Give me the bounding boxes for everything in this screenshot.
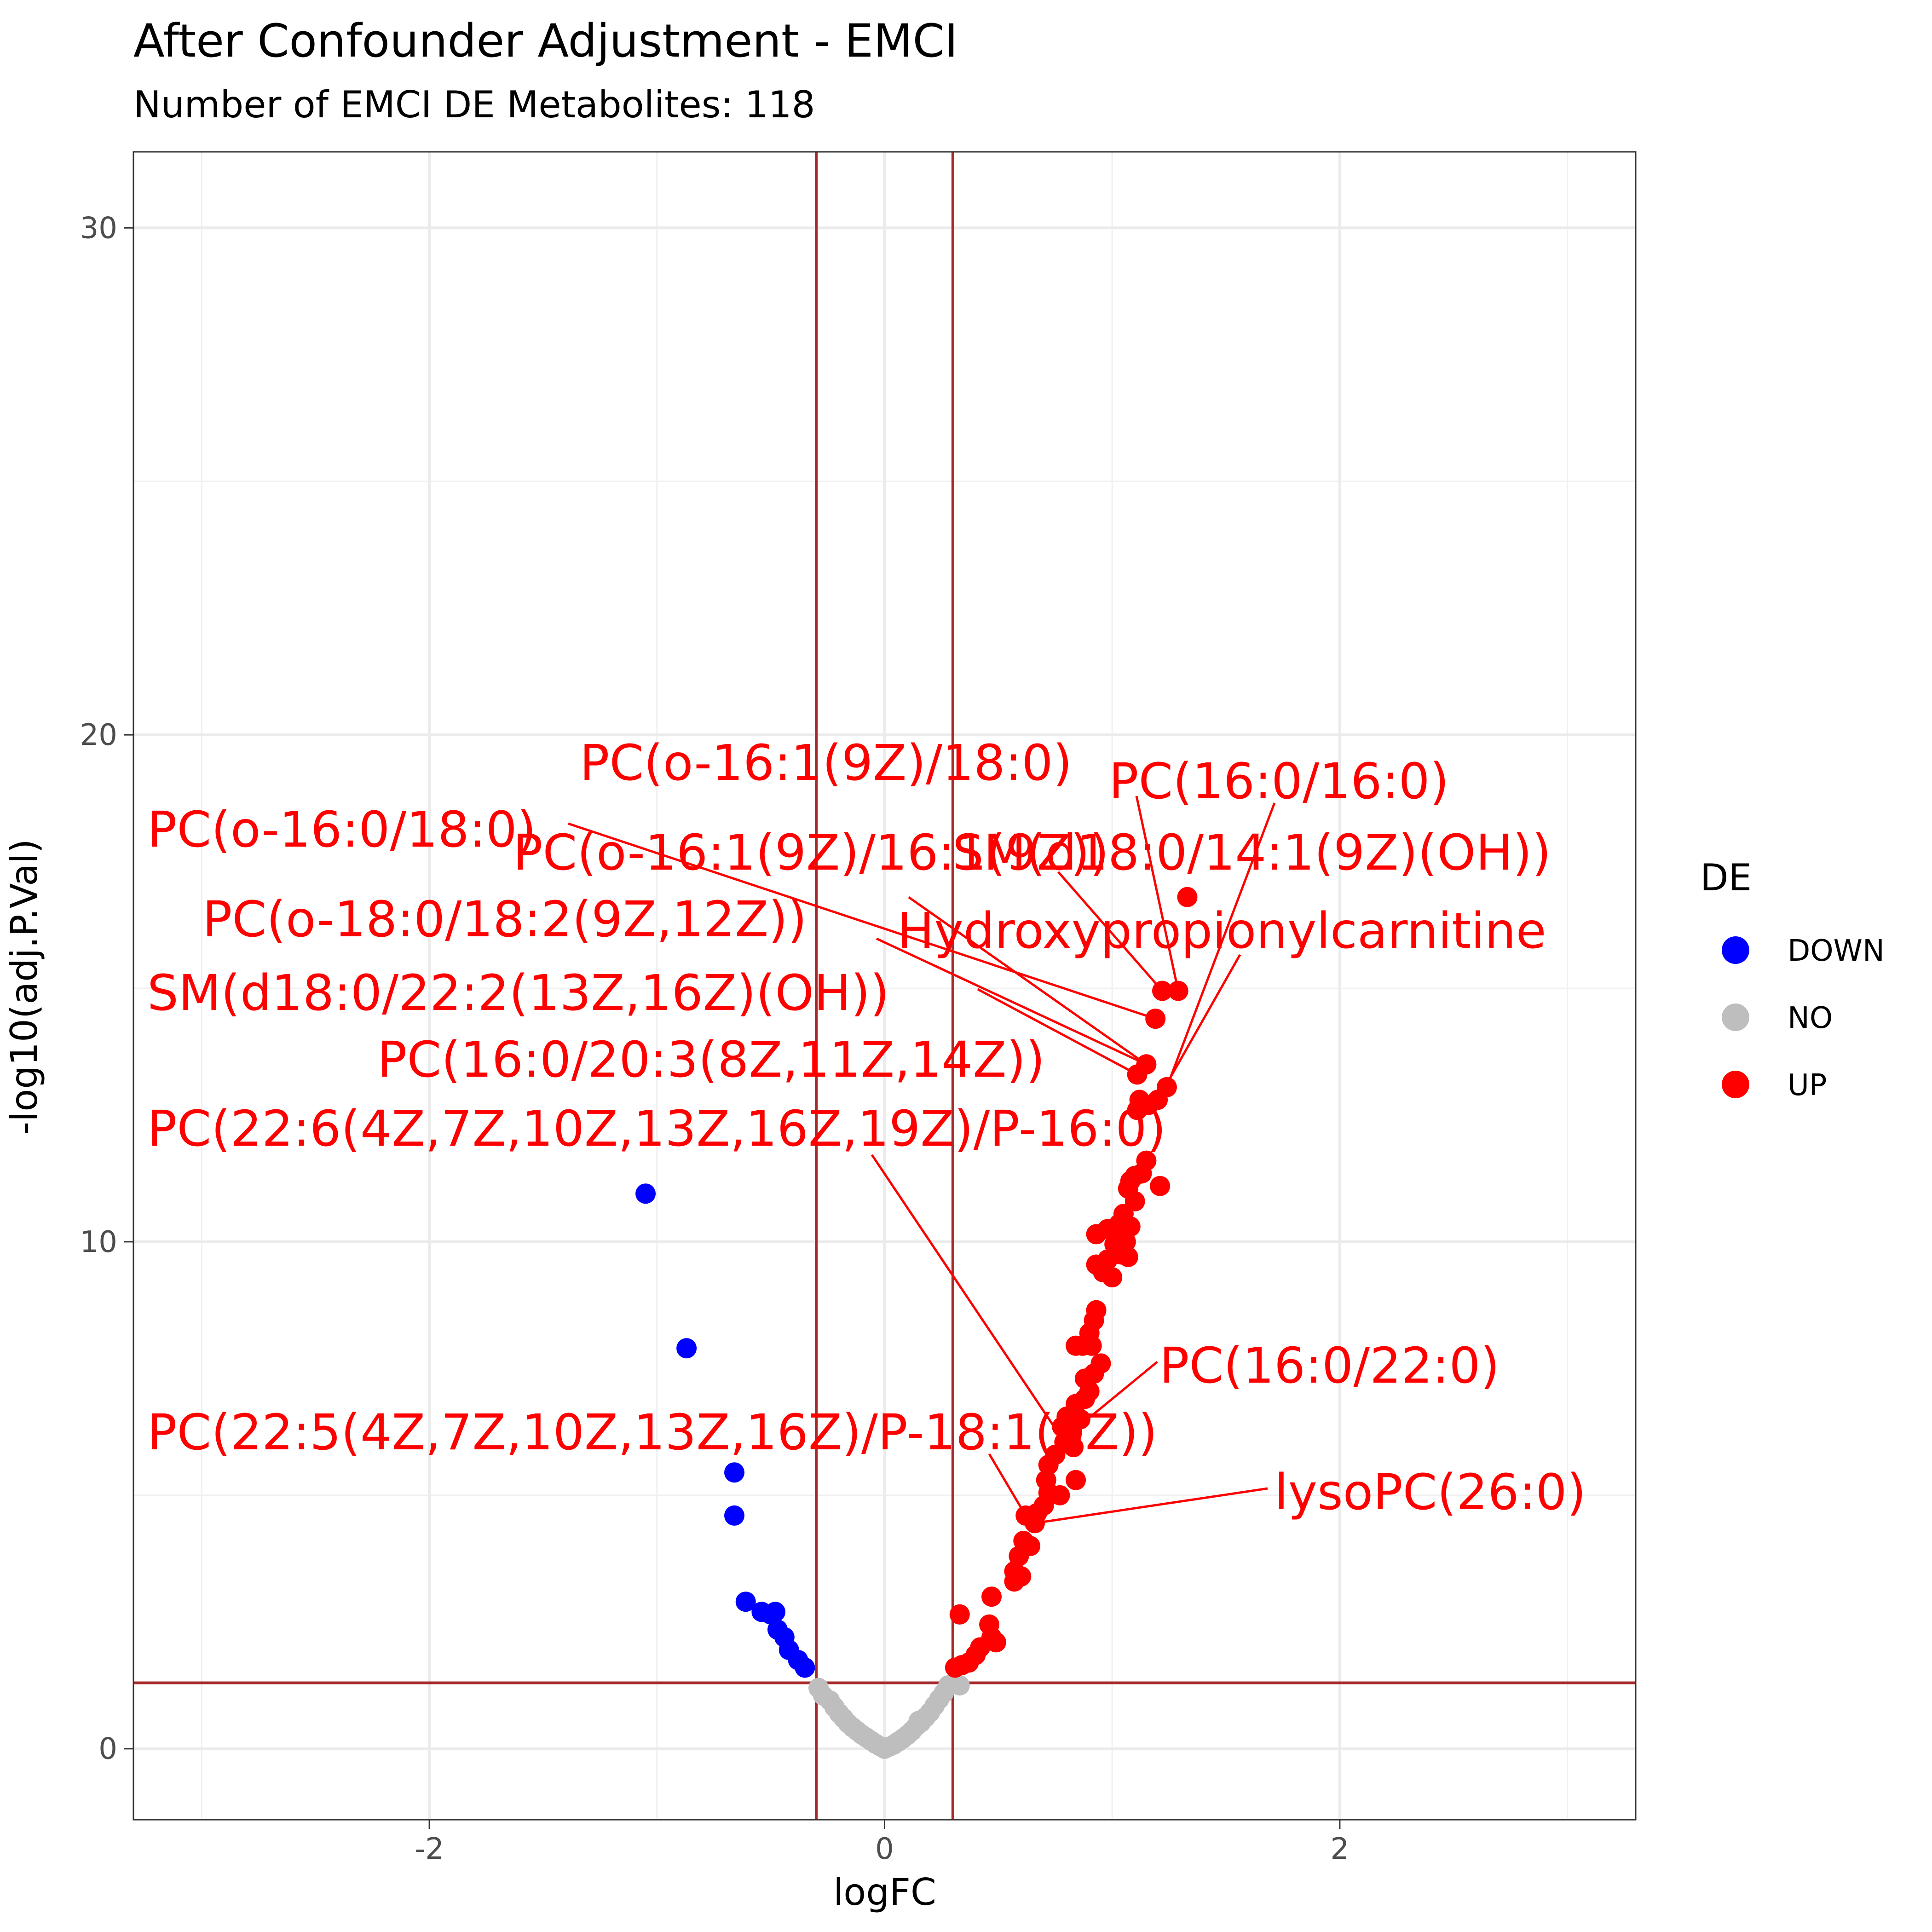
annotation-connector	[1135, 796, 1180, 992]
data-points	[635, 887, 1198, 1759]
annotation-label: PC(o-16:0/18:0)	[147, 802, 536, 859]
y-tick-label: 0	[98, 1732, 117, 1766]
data-point-up	[1072, 1335, 1093, 1356]
data-point-up	[1127, 1100, 1148, 1120]
annotation-connector	[876, 937, 1147, 1066]
data-point-down	[635, 1183, 656, 1204]
data-point-up	[1177, 887, 1198, 907]
annotation-connector	[908, 896, 1147, 1066]
data-point-no	[908, 1711, 929, 1731]
y-axis: 0 10 20 30	[80, 211, 133, 1766]
data-point-up	[981, 1586, 1002, 1607]
x-tick-label: 0	[875, 1832, 894, 1866]
data-point-down	[765, 1602, 786, 1622]
annotation-label: SM(d18:0/14:1(9Z)(OH))	[952, 825, 1551, 882]
data-point-up	[1063, 1437, 1084, 1458]
data-point-down	[795, 1657, 815, 1678]
data-point-up	[1152, 980, 1173, 1001]
legend-label-up: UP	[1788, 1068, 1827, 1102]
data-point-up	[1025, 1513, 1045, 1534]
data-point-down	[676, 1338, 697, 1359]
data-point-up	[1150, 1176, 1171, 1196]
legend-label-no: NO	[1788, 1001, 1833, 1035]
annotation-connector	[1057, 871, 1163, 992]
data-point-up	[1086, 1224, 1107, 1245]
legend-key-down	[1722, 936, 1749, 964]
annotation-label: Hydroxypropionylcarnitine	[897, 903, 1546, 960]
data-point-down	[724, 1462, 744, 1483]
annotation-connector	[871, 1154, 1066, 1443]
data-point-up	[1009, 1546, 1029, 1567]
legend-key-up	[1722, 1071, 1749, 1098]
annotation-label: PC(o-16:1(9Z)/18:0)	[580, 735, 1072, 792]
annotation-label: PC(16:0/20:3(8Z,11Z,14Z))	[377, 1032, 1045, 1089]
data-point-up	[952, 1655, 972, 1675]
x-axis: -2 0 2	[415, 1820, 1349, 1866]
legend-title: DE	[1700, 856, 1752, 899]
data-point-up	[1127, 1064, 1148, 1085]
data-point-up	[1118, 1246, 1138, 1267]
annotation-connector	[1165, 802, 1276, 1088]
chart-subtitle: Number of EMCI DE Metabolites: 118	[133, 83, 815, 126]
y-tick-label: 30	[80, 211, 117, 245]
label-connectors	[568, 796, 1276, 1524]
annotation-label: SM(d18:0/22:2(13Z,16Z)(OH))	[147, 965, 889, 1022]
threshold-lines	[133, 152, 1636, 1820]
data-point-up	[1148, 1090, 1168, 1110]
data-point-up	[986, 1632, 1006, 1653]
annotation-connector	[1156, 954, 1241, 1101]
legend-label-down: DOWN	[1788, 934, 1885, 968]
data-point-up	[1004, 1571, 1025, 1592]
data-point-up	[1050, 1485, 1070, 1505]
x-axis-title: logFC	[833, 1871, 936, 1914]
annotation-label: PC(o-16:1(9Z)/16:1(9Z))	[513, 825, 1109, 882]
annotation-connector	[568, 822, 1156, 1020]
x-tick-label: -2	[415, 1832, 444, 1866]
annotation-label: PC(o-18:0/18:2(9Z,12Z))	[202, 891, 807, 948]
annotation-label: PC(22:5(4Z,7Z,10Z,13Z,16Z)/P-18:1(9Z))	[147, 1404, 1158, 1461]
data-point-up	[1145, 1009, 1166, 1029]
data-point-down	[724, 1505, 744, 1526]
annotation-label: PC(16:0/16:0)	[1109, 753, 1449, 810]
point-annotations: PC(o-16:1(9Z)/18:0) PC(16:0/16:0)PC(o-16:…	[147, 735, 1586, 1521]
data-point-up	[1168, 980, 1188, 1001]
y-axis-title: -log10(adj.P.Val)	[3, 839, 46, 1135]
annotation-connector	[1034, 1487, 1268, 1524]
annotation-label: PC(22:6(4Z,7Z,10Z,13Z,16Z,19Z)/P-16:0)	[147, 1101, 1166, 1158]
data-point-up	[1070, 1409, 1090, 1430]
data-point-up	[1066, 1470, 1086, 1490]
x-tick-label: 2	[1331, 1832, 1350, 1866]
data-point-no	[949, 1675, 970, 1696]
legend-key-no	[1722, 1003, 1749, 1031]
data-point-up	[1102, 1267, 1123, 1288]
data-point-down	[735, 1592, 756, 1612]
annotation-label: PC(16:0/22:0)	[1159, 1338, 1499, 1395]
data-point-up	[949, 1604, 970, 1625]
chart-title: After Confounder Adjustment - EMCI	[133, 15, 958, 68]
annotation-connector	[988, 1453, 1027, 1517]
y-tick-label: 10	[80, 1225, 117, 1259]
annotation-connector	[977, 988, 1138, 1076]
y-tick-label: 20	[80, 718, 117, 752]
legend: DE DOWN NO UP	[1700, 856, 1885, 1102]
annotation-label: lysoPC(26:0)	[1275, 1464, 1586, 1521]
data-point-up	[1038, 1454, 1059, 1475]
